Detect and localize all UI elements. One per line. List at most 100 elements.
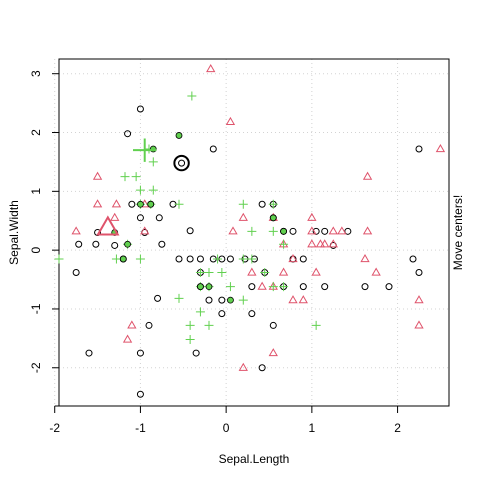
data-point <box>371 267 381 276</box>
data-point <box>344 227 352 235</box>
data-point <box>307 212 317 221</box>
data-point <box>218 310 226 318</box>
cluster-center-marker <box>133 138 157 162</box>
cluster-centers[interactable] <box>96 138 190 236</box>
data-point <box>307 226 317 235</box>
cluster-center-marker <box>173 154 190 172</box>
data-point <box>175 255 183 263</box>
data-point <box>227 296 234 304</box>
data-point <box>136 214 144 222</box>
data-point <box>238 254 248 264</box>
data-point <box>140 226 150 235</box>
data-point <box>269 214 277 222</box>
data-point <box>111 254 121 264</box>
y-tick-label: 0 <box>29 246 43 253</box>
data-point <box>54 254 64 264</box>
y-tick-label: 2 <box>29 129 43 136</box>
data-point <box>248 310 256 318</box>
data-point <box>85 349 93 357</box>
data-point <box>279 239 289 249</box>
data-point <box>268 348 278 357</box>
data-point <box>268 199 278 209</box>
data-point <box>119 255 127 263</box>
data-point <box>362 171 373 180</box>
data-point <box>258 364 266 372</box>
data-point <box>415 268 423 276</box>
data-point <box>289 227 297 235</box>
data-point <box>186 227 194 235</box>
data-point <box>192 349 200 357</box>
data-point <box>124 130 132 138</box>
cluster-center-marker <box>178 159 186 167</box>
x-axis-label: Sepal.Length <box>219 452 290 466</box>
data-point <box>268 226 278 236</box>
data-point <box>278 267 289 276</box>
data-point <box>148 185 158 195</box>
data-point <box>280 227 287 235</box>
data-point <box>269 321 277 329</box>
data-point <box>204 267 214 277</box>
data-point <box>205 296 213 304</box>
data-point <box>195 267 205 277</box>
data-point <box>311 267 321 276</box>
data-point <box>174 199 184 209</box>
cluster-center-marker <box>96 215 120 236</box>
data-point <box>111 199 122 208</box>
data-point <box>328 226 338 235</box>
data-point <box>238 295 248 305</box>
x-axis: -2 -1 0 1 2 <box>49 405 401 435</box>
y-tick-label: -2 <box>29 362 43 373</box>
data-point <box>92 171 103 180</box>
data-point <box>321 283 329 291</box>
data-point <box>185 320 195 330</box>
data-point <box>311 320 321 330</box>
data-point <box>213 254 223 264</box>
data-point <box>414 320 424 329</box>
data-point <box>137 200 144 208</box>
data-point <box>135 254 145 264</box>
data-point <box>154 294 162 302</box>
x-tick-label: 1 <box>309 421 316 435</box>
data-point <box>131 172 141 182</box>
data-point <box>195 307 205 317</box>
data-point <box>321 227 329 235</box>
y-tick-label: -1 <box>29 303 43 314</box>
data-point <box>225 116 236 126</box>
data-point <box>362 226 373 235</box>
x-tick-label: 0 <box>223 421 230 435</box>
data-point <box>110 212 120 221</box>
data-point <box>258 200 266 208</box>
data-point <box>175 132 183 139</box>
data-point <box>205 283 213 291</box>
data-point <box>128 200 136 208</box>
x-tick-label: -1 <box>135 421 146 435</box>
data-point <box>409 255 417 263</box>
data-point <box>247 254 257 264</box>
data-point <box>124 240 131 248</box>
data-point <box>307 239 317 248</box>
data-point <box>71 226 81 235</box>
data-point <box>238 199 248 209</box>
data-point <box>187 91 197 101</box>
data-point <box>247 267 257 276</box>
y-axis: -2 -1 0 1 2 3 <box>29 70 60 373</box>
data-point <box>217 267 227 277</box>
data-point <box>288 295 298 304</box>
data-point <box>299 255 307 263</box>
data-point <box>238 362 248 371</box>
data-point <box>260 267 270 277</box>
data-point <box>385 283 393 291</box>
data-point <box>204 320 214 330</box>
data-point <box>361 283 369 291</box>
data-point <box>247 226 257 236</box>
data-point <box>185 335 195 345</box>
data-point <box>288 253 298 263</box>
data-point <box>206 63 216 73</box>
data-point <box>136 105 144 113</box>
data-point <box>75 240 83 248</box>
data-point <box>257 281 267 290</box>
data-point <box>122 334 133 343</box>
data-point <box>248 283 256 291</box>
data-point <box>136 349 144 357</box>
